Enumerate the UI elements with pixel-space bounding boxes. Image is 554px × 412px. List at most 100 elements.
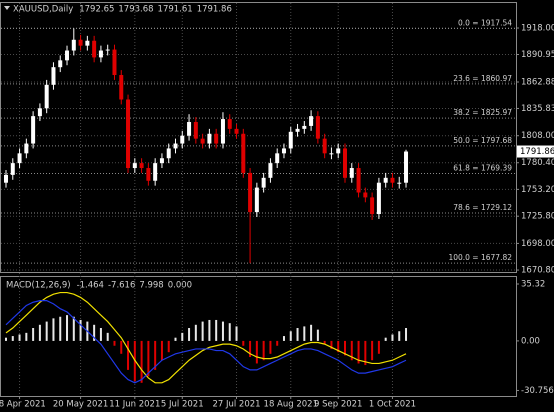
candle-body <box>207 133 212 144</box>
x-tick-label: 9 Sep 2021 <box>314 400 362 410</box>
candle-body <box>4 174 8 183</box>
histogram-bar <box>188 328 191 341</box>
histogram-bar <box>99 328 102 341</box>
candle-body <box>220 119 225 144</box>
candle-body <box>139 163 144 169</box>
header-value: 0.000 <box>168 281 192 291</box>
y-tick-label: 35.32 <box>521 280 545 290</box>
histogram-bar <box>316 329 319 341</box>
histogram-bar <box>337 340 340 353</box>
histogram-bar <box>289 331 292 341</box>
x-tick-label: 27 Jul 2021 <box>212 400 260 410</box>
y-tick-label: -30.756 <box>521 386 554 396</box>
candle-body <box>397 182 402 184</box>
histogram-bar <box>398 331 401 341</box>
histogram-bar <box>18 334 21 341</box>
candle-body <box>31 116 36 144</box>
header-value: 1791.61 <box>158 5 193 15</box>
candle-body <box>343 148 347 178</box>
histogram-bar <box>127 340 130 370</box>
header-value: -1.464 <box>77 281 104 291</box>
histogram-bar <box>154 340 157 370</box>
histogram-bar <box>364 340 367 366</box>
candle-body <box>275 153 280 164</box>
candle-body <box>51 67 56 85</box>
x-tick-label: 1 Oct 2021 <box>369 400 416 410</box>
histogram-bar <box>249 340 252 358</box>
histogram-bar <box>276 340 279 346</box>
candle-body <box>24 143 29 154</box>
y-tick-label: 1753.20 <box>521 185 554 195</box>
histogram-bar <box>357 340 360 364</box>
candle-body <box>146 168 151 181</box>
candle-body <box>193 122 198 139</box>
chart-title: XAUUSD,Daily <box>13 5 73 15</box>
histogram-bar <box>262 340 265 361</box>
candle-body <box>105 49 110 51</box>
candle-body <box>180 135 185 144</box>
histogram-bar <box>330 340 333 349</box>
candle-body <box>336 148 341 154</box>
candle-body <box>187 122 192 136</box>
candle-body <box>119 75 124 100</box>
fib-label: 38.2 = 1825.97 <box>453 108 512 117</box>
header-value: -7.616 <box>108 281 135 291</box>
candle-body <box>356 168 361 193</box>
candle-body <box>214 133 219 144</box>
candle-body <box>132 163 137 169</box>
histogram-bar <box>72 316 75 341</box>
y-tick-label: 1835.83 <box>521 104 554 114</box>
indicator-title: MACD(12,26,9) <box>6 281 71 291</box>
histogram-bar <box>113 340 116 346</box>
candle-body <box>248 172 253 213</box>
histogram-bar <box>5 337 7 341</box>
histogram-bar <box>79 319 82 341</box>
histogram-bar <box>303 326 306 341</box>
histogram-bar <box>296 328 299 341</box>
histogram-bar <box>93 324 96 341</box>
candle-body <box>390 177 395 183</box>
candle-body <box>268 163 273 178</box>
histogram-bar <box>181 332 184 341</box>
candle-body <box>85 40 90 46</box>
histogram-bar <box>38 324 41 341</box>
y-tick-label: 0.00 <box>521 336 540 346</box>
candle-body <box>173 143 178 149</box>
header-value: 1793.68 <box>118 5 153 15</box>
candle-body <box>65 50 70 61</box>
candle-body <box>78 39 83 46</box>
histogram-bar <box>160 340 163 361</box>
y-tick-label: 1670.80 <box>521 266 554 276</box>
candle-body <box>126 99 131 169</box>
current-price-label: 1791.86 <box>520 147 554 157</box>
x-tick-label: 5 Jul 2021 <box>161 400 204 410</box>
candle-body <box>309 116 314 126</box>
candle-body <box>404 151 409 183</box>
y-tick-label: 1725.80 <box>521 212 554 222</box>
candle-body <box>383 177 388 183</box>
candle-body <box>17 153 22 164</box>
histogram-bar <box>282 336 285 341</box>
candle-body <box>329 153 334 155</box>
candle-body <box>37 108 42 117</box>
histogram-bar <box>32 328 35 341</box>
histogram-bar <box>167 340 170 353</box>
y-tick-label: 1918.00 <box>521 24 554 34</box>
candle-body <box>349 168 354 178</box>
candle-body <box>227 119 232 129</box>
y-tick-label: 1780.40 <box>521 158 554 168</box>
candle-body <box>71 39 76 51</box>
header-value: 1791.86 <box>197 5 232 15</box>
candle-body <box>261 177 266 188</box>
histogram-bar <box>255 340 258 364</box>
histogram-bar <box>52 318 55 341</box>
histogram-bar <box>350 340 353 361</box>
histogram-bar <box>66 315 69 341</box>
candle-body <box>370 197 375 215</box>
histogram-bar <box>174 337 177 341</box>
histogram-bar <box>11 336 14 341</box>
histogram-bar <box>310 324 313 341</box>
indicator-line <box>5 300 407 384</box>
histogram-bar <box>140 340 143 383</box>
